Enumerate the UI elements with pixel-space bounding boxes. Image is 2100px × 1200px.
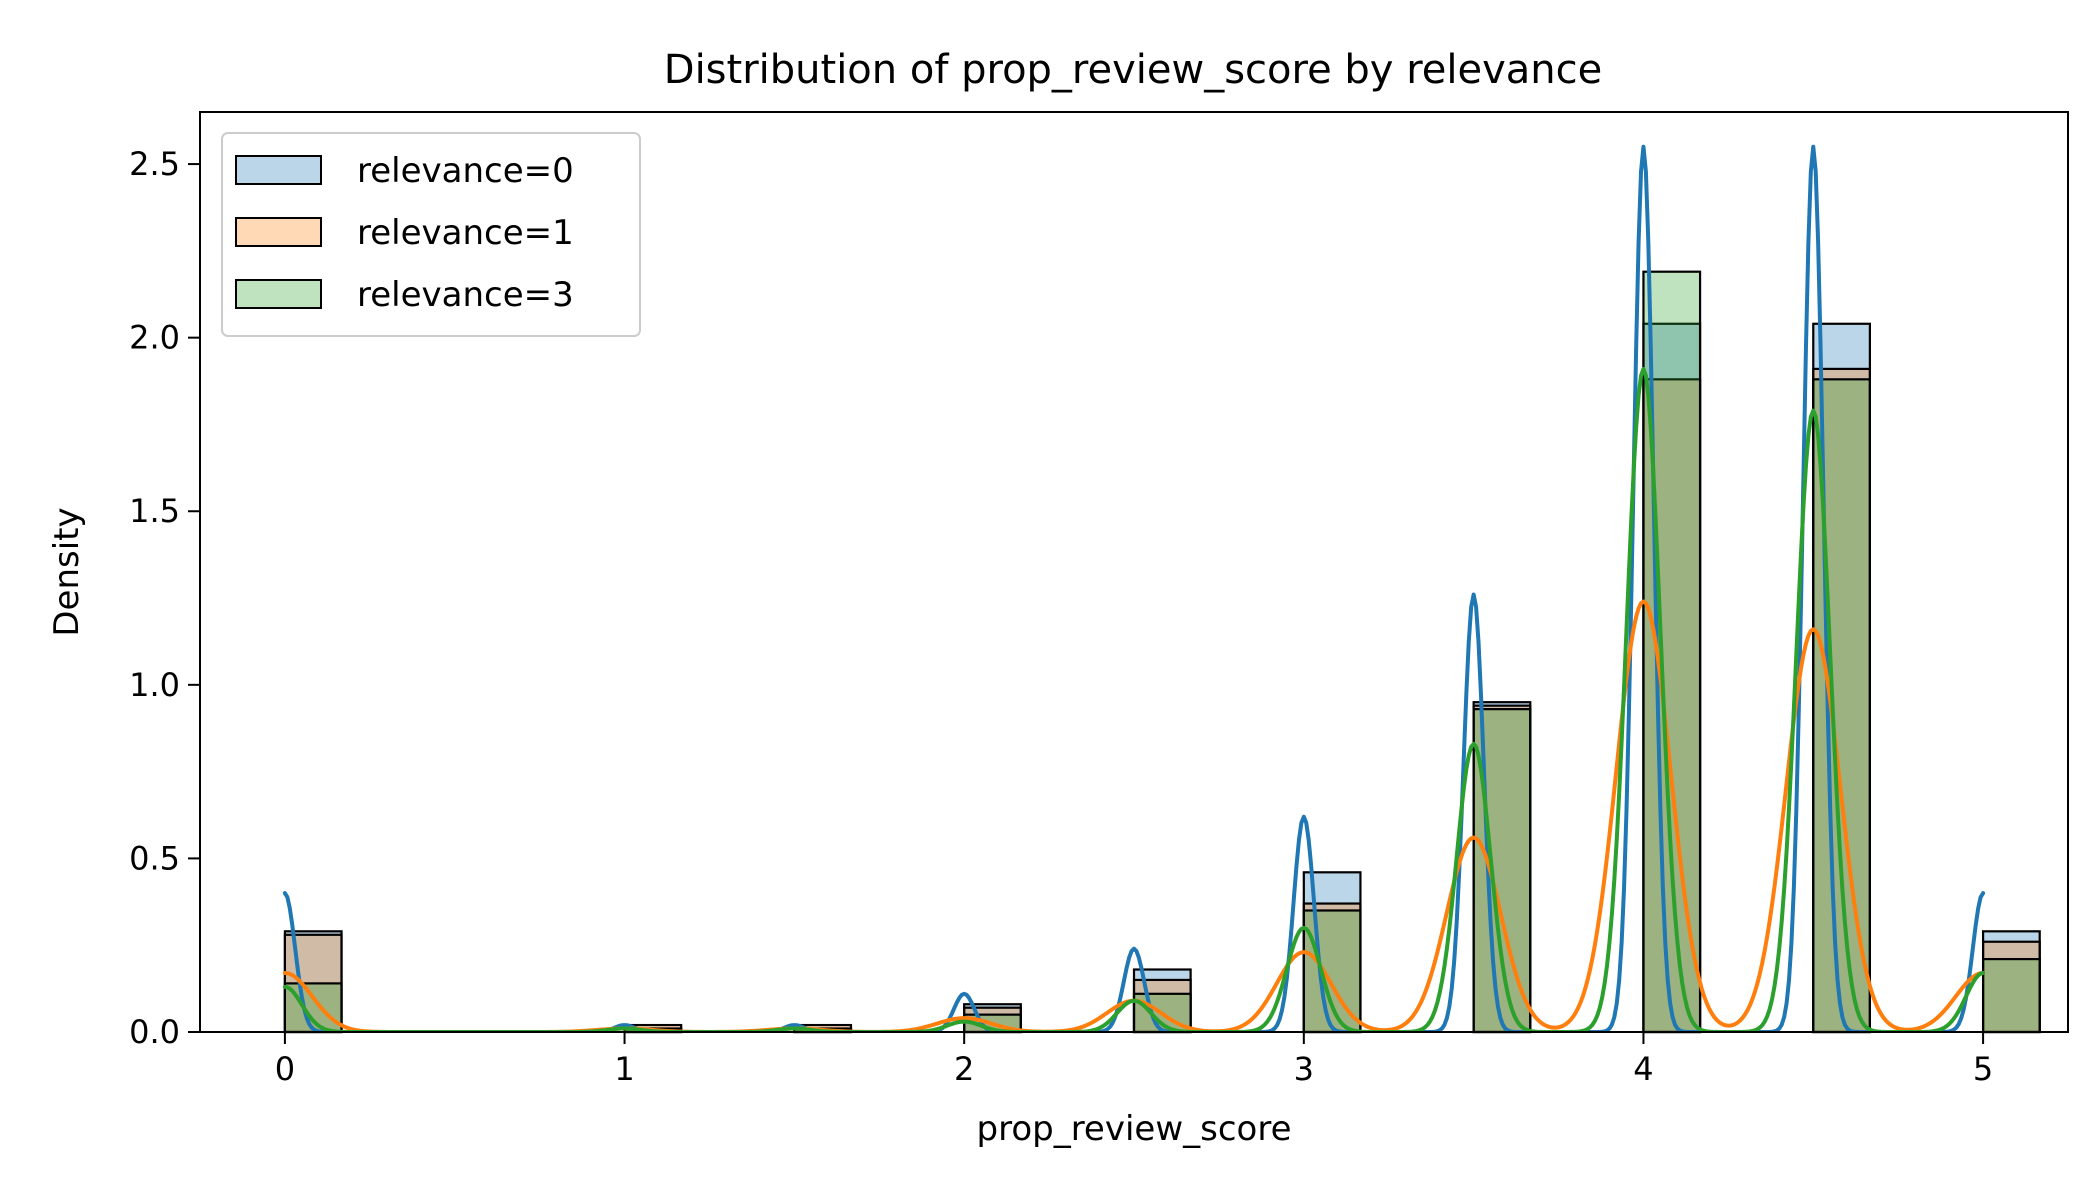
plot-frame [199, 111, 2069, 1033]
x-tick-label: 1 [614, 1050, 634, 1088]
legend-frame [221, 132, 641, 337]
x-tick-label: 4 [1633, 1050, 1653, 1088]
legend-label-relevance=1: relevance=1 [357, 213, 574, 253]
kde-line-relevance=0 [282, 144, 1986, 1032]
chart-title: Distribution of prop_review_score by rel… [664, 47, 1602, 93]
x-axis-label: prop_review_score [977, 1109, 1292, 1149]
bar-relevance=3-3 [1302, 909, 1362, 1034]
legend-swatch-relevance=3 [235, 279, 322, 309]
x-axis-ticks: 0 1 2 3 4 5 [275, 1032, 1993, 1088]
x-tick-label: 5 [1973, 1050, 1993, 1088]
legend-swatch-relevance=1 [235, 217, 322, 247]
legend-swatch-relevance=0 [235, 155, 322, 185]
y-tick-label: 2.5 [129, 145, 180, 183]
legend: relevance=0 relevance=1 relevance=3 [221, 132, 641, 337]
y-tick-label: 0.0 [129, 1013, 180, 1051]
y-tick-label: 0.5 [129, 839, 180, 877]
y-axis-label: Density [47, 507, 87, 636]
y-tick-label: 1.5 [129, 492, 180, 530]
bar-relevance=3-5 [1981, 957, 2041, 1034]
y-tick-label: 2.0 [129, 319, 180, 357]
legend-label-relevance=3: relevance=3 [357, 275, 574, 315]
y-tick-label: 1.0 [129, 666, 180, 704]
x-tick-label: 2 [954, 1050, 974, 1088]
x-tick-label: 3 [1294, 1050, 1314, 1088]
bar-relevance=1-3 [1302, 902, 1362, 1034]
bar-relevance=1-5 [1981, 940, 2041, 1034]
legend-label-relevance=0: relevance=0 [357, 151, 574, 191]
y-axis-ticks: 0.0 0.5 1.0 1.5 2.0 2.5 [129, 145, 200, 1051]
histogram-bars [283, 270, 2041, 1034]
x-tick-label: 0 [275, 1050, 295, 1088]
